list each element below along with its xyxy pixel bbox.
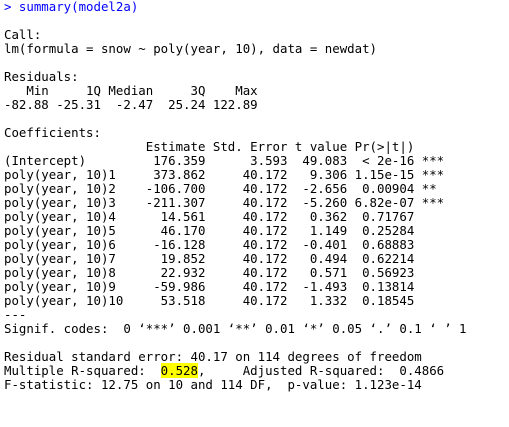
coef-row-poly-10: poly(year, 10)10 53.518 40.172 1.332 0.1… (4, 293, 445, 308)
coef-row-poly-3: poly(year, 10)3 -211.307 40.172 -5.260 6… (4, 195, 445, 210)
console-command: > summary(model2a) (4, 0, 139, 14)
blank-line (4, 336, 507, 350)
signif-codes: Signif. codes: 0 ‘***’ 0.001 ‘**’ 0.01 ‘… (4, 321, 467, 336)
f-statistic-line: F-statistic: 12.75 on 10 and 114 DF, p-v… (4, 377, 422, 392)
multiple-r-squared-label: Multiple R-squared: (4, 363, 161, 378)
adjusted-r-squared: , Adjusted R-squared: 0.4866 (197, 363, 452, 378)
residuals-values: -82.88 -25.31 -2.47 25.24 122.89 (4, 97, 266, 112)
coefficients-column-headers: Estimate Std. Error t value Pr(>|t|) (4, 139, 445, 154)
residuals-header: Residuals: (4, 69, 79, 84)
coef-row-poly-6: poly(year, 10)6 -16.128 40.172 -0.401 0.… (4, 237, 445, 252)
coefficients-header: Coefficients: (4, 125, 101, 140)
call-header: Call: (4, 27, 42, 42)
coef-row-poly-2: poly(year, 10)2 -106.700 40.172 -2.656 0… (4, 181, 445, 196)
residuals-labels: Min 1Q Median 3Q Max (4, 83, 266, 98)
call-formula: lm(formula = snow ~ poly(year, 10), data… (4, 41, 377, 56)
coef-row-poly-8: poly(year, 10)8 22.932 40.172 0.571 0.56… (4, 265, 445, 280)
coef-row-intercept: (Intercept) 176.359 3.593 49.083 < 2e-16… (4, 153, 445, 168)
r-console-output: > summary(model2a) Call: lm(formula = sn… (4, 0, 507, 427)
coef-row-poly-9: poly(year, 10)9 -59.986 40.172 -1.493 0.… (4, 279, 445, 294)
blank-line (4, 56, 507, 70)
residual-standard-error: Residual standard error: 40.17 on 114 de… (4, 349, 422, 364)
multiple-r-squared-value-highlighted: 0.528 (160, 363, 198, 378)
coef-row-poly-4: poly(year, 10)4 14.561 40.172 0.362 0.71… (4, 209, 445, 224)
blank-line (4, 14, 507, 28)
coef-row-poly-5: poly(year, 10)5 46.170 40.172 1.149 0.25… (4, 223, 445, 238)
blank-line (4, 112, 507, 126)
r-squared-line: Multiple R-squared: 0.528, Adjusted R-sq… (4, 363, 507, 378)
separator-line: --- (4, 307, 27, 322)
coef-row-poly-1: poly(year, 10)1 373.862 40.172 9.306 1.1… (4, 167, 445, 182)
coef-row-poly-7: poly(year, 10)7 19.852 40.172 0.494 0.62… (4, 251, 445, 266)
